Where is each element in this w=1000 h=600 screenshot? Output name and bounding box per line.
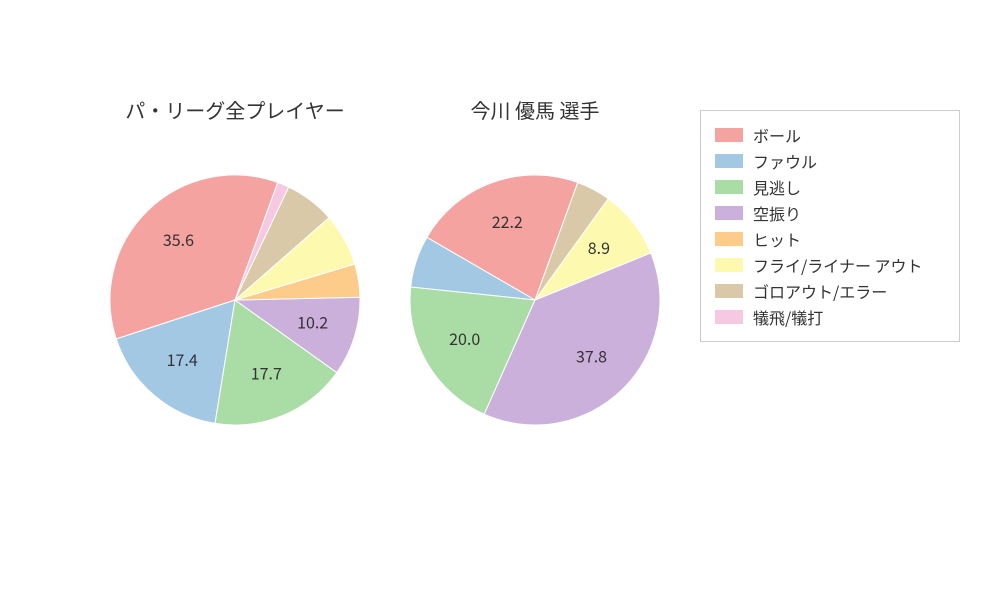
pie-svg-player: 22.2 20.0 37.8 8.9 [408, 173, 662, 427]
pie-svg-league: 35.6 17.4 17.7 10.2 [108, 173, 362, 427]
legend-swatch-sac [715, 310, 743, 324]
pie-title-league: パ・リーグ全プレイヤー [108, 95, 362, 124]
legend-label-ball: ボール [753, 123, 801, 147]
legend-label-flyout: フライ/ライナー アウト [753, 253, 923, 277]
legend-item-sac: 犠飛/犠打 [715, 305, 945, 329]
legend-swatch-ball [715, 128, 743, 142]
legend-label-groundout: ゴロアウト/エラー [753, 279, 887, 303]
legend-item-swing: 空振り [715, 201, 945, 225]
chart-canvas: パ・リーグ全プレイヤー35.617.417.710.2今川 優馬 選手22.22… [0, 0, 1000, 600]
slice-label-player-ball: 22.2 [492, 209, 523, 233]
slice-label-player-flyout: 8.9 [588, 235, 610, 259]
legend-swatch-flyout [715, 258, 743, 272]
legend-label-hit: ヒット [753, 227, 801, 251]
slice-label-league-swing: 10.2 [297, 309, 328, 333]
legend-item-foul: ファウル [715, 149, 945, 173]
legend-item-ball: ボール [715, 123, 945, 147]
legend-label-foul: ファウル [753, 149, 817, 173]
slice-label-league-look: 17.7 [251, 360, 282, 384]
legend-item-look: 見逃し [715, 175, 945, 199]
legend-label-look: 見逃し [753, 175, 801, 199]
legend-swatch-swing [715, 206, 743, 220]
legend-label-swing: 空振り [753, 201, 801, 225]
legend-swatch-look [715, 180, 743, 194]
slice-label-league-foul: 17.4 [167, 347, 198, 371]
pie-title-player: 今川 優馬 選手 [408, 95, 662, 124]
legend-item-flyout: フライ/ライナー アウト [715, 253, 945, 277]
pie-league: パ・リーグ全プレイヤー35.617.417.710.2 [108, 173, 362, 427]
legend-swatch-hit [715, 232, 743, 246]
legend-item-hit: ヒット [715, 227, 945, 251]
slice-label-league-ball: 35.6 [163, 227, 194, 251]
legend-item-groundout: ゴロアウト/エラー [715, 279, 945, 303]
slice-label-player-swing: 37.8 [576, 344, 607, 368]
legend-label-sac: 犠飛/犠打 [753, 305, 823, 329]
legend-swatch-foul [715, 154, 743, 168]
legend-swatch-groundout [715, 284, 743, 298]
slice-label-player-look: 20.0 [449, 326, 480, 350]
pie-player: 今川 優馬 選手22.220.037.88.9 [408, 173, 662, 427]
legend: ボールファウル見逃し空振りヒットフライ/ライナー アウトゴロアウト/エラー犠飛/… [700, 110, 960, 342]
